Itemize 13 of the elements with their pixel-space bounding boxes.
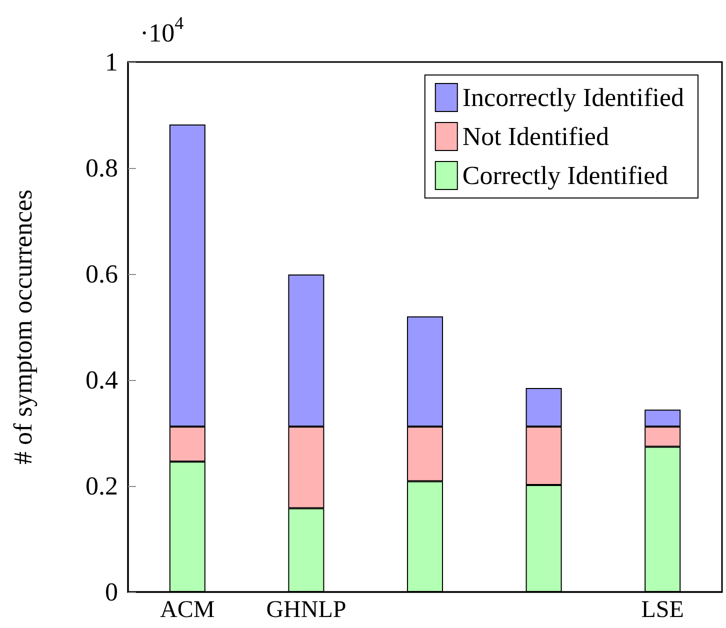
legend-label: Correctly Identified — [462, 161, 668, 190]
legend-label: Not Identified — [462, 122, 609, 151]
y-tick-label: 0 — [105, 578, 118, 606]
x-tick-label: LSE — [641, 597, 684, 623]
y-tick-label: 0.6 — [86, 260, 118, 288]
y-axis-title: # of symptom occurrences — [8, 189, 38, 465]
x-tick-label: ACM — [160, 597, 215, 623]
y-tick-label: 0.8 — [86, 154, 118, 182]
y-tick-label: 0.4 — [86, 366, 118, 394]
y-tick-label: 0.2 — [86, 472, 118, 500]
legend-label: Incorrectly Identified — [462, 83, 684, 112]
x-tick-label: GHNLP — [266, 597, 346, 623]
y-tick-label: 1 — [105, 48, 118, 76]
